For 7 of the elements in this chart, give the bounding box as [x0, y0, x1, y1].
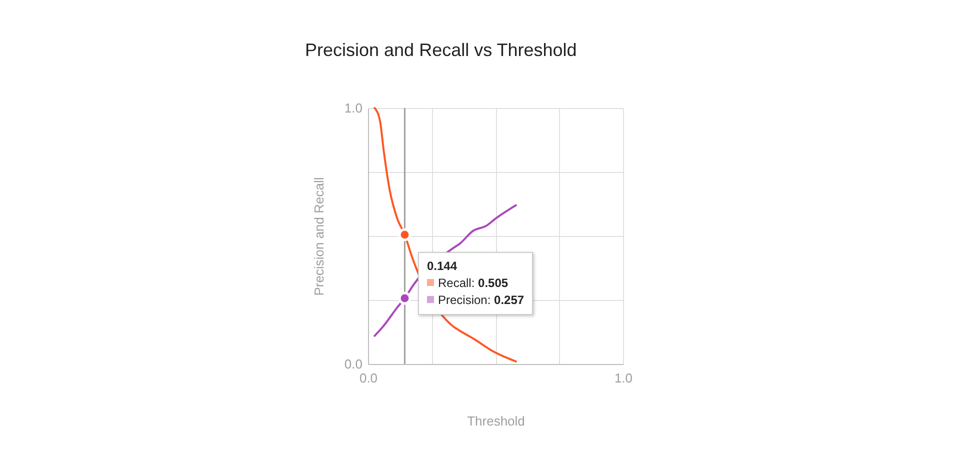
chart-title: Precision and Recall vs Threshold	[305, 40, 577, 60]
annotation: Precision: 0.257	[437, 292, 524, 309]
y-axis-title: Precision and Recall	[311, 177, 326, 296]
ref-line-label: 0.144	[427, 258, 458, 275]
annotation: Recall: 0.505	[437, 275, 510, 292]
x-axis-title: Threshold	[467, 414, 525, 428]
tooltip: 0.144 Recall: 0.505 Precision: 0.257	[418, 252, 534, 315]
